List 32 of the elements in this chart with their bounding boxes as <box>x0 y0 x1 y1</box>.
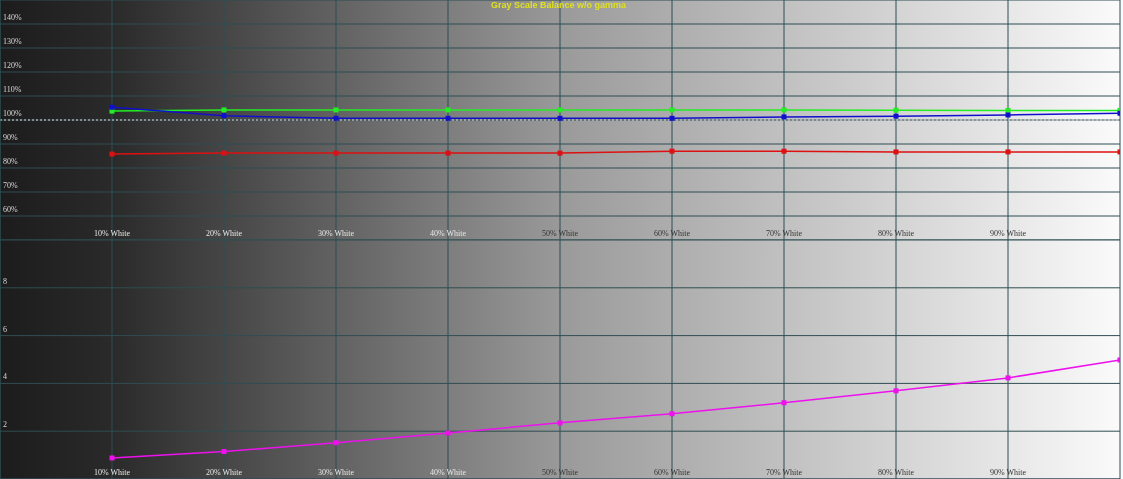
y-tick-label: 2 <box>3 420 7 430</box>
x-tick-label: 80% White <box>877 468 915 477</box>
x-tick-label: 10% White <box>93 229 131 238</box>
y-tick-label: 110% <box>3 85 22 94</box>
chart-title: Gray Scale Balance w/o gamma <box>489 0 628 10</box>
x-tick-label: 20% White <box>205 229 243 238</box>
x-tick-label: 90% White <box>989 229 1027 238</box>
x-tick-label: 70% White <box>765 229 803 238</box>
y-tick-label: 4 <box>3 372 7 382</box>
x-tick-label: 40% White <box>429 468 467 477</box>
y-tick-label: 70% <box>3 181 18 190</box>
x-tick-label: 10% White <box>93 468 131 477</box>
x-tick-label: 90% White <box>989 468 1027 477</box>
y-tick-label: 6 <box>3 324 7 334</box>
y-tick-label: 80% <box>3 157 18 166</box>
y-tick-label: 8 <box>3 276 7 286</box>
x-tick-label: 40% White <box>429 229 467 238</box>
y-tick-label: 100% <box>3 109 22 118</box>
x-tick-label: 20% White <box>205 468 243 477</box>
y-tick-label: 130% <box>3 37 22 46</box>
x-tick-label: 50% White <box>541 229 579 238</box>
y-tick-label: 140% <box>3 13 22 22</box>
x-tick-label: 80% White <box>877 229 915 238</box>
x-tick-label: 70% White <box>765 468 803 477</box>
x-tick-label: 50% White <box>541 468 579 477</box>
y-tick-label: 60% <box>3 205 18 214</box>
x-tick-label: 60% White <box>653 468 691 477</box>
y-tick-label: 90% <box>3 133 18 142</box>
x-tick-label: 30% White <box>317 468 355 477</box>
y-tick-label: 120% <box>3 61 22 70</box>
x-tick-label: 30% White <box>317 229 355 238</box>
x-tick-label: 60% White <box>653 229 691 238</box>
